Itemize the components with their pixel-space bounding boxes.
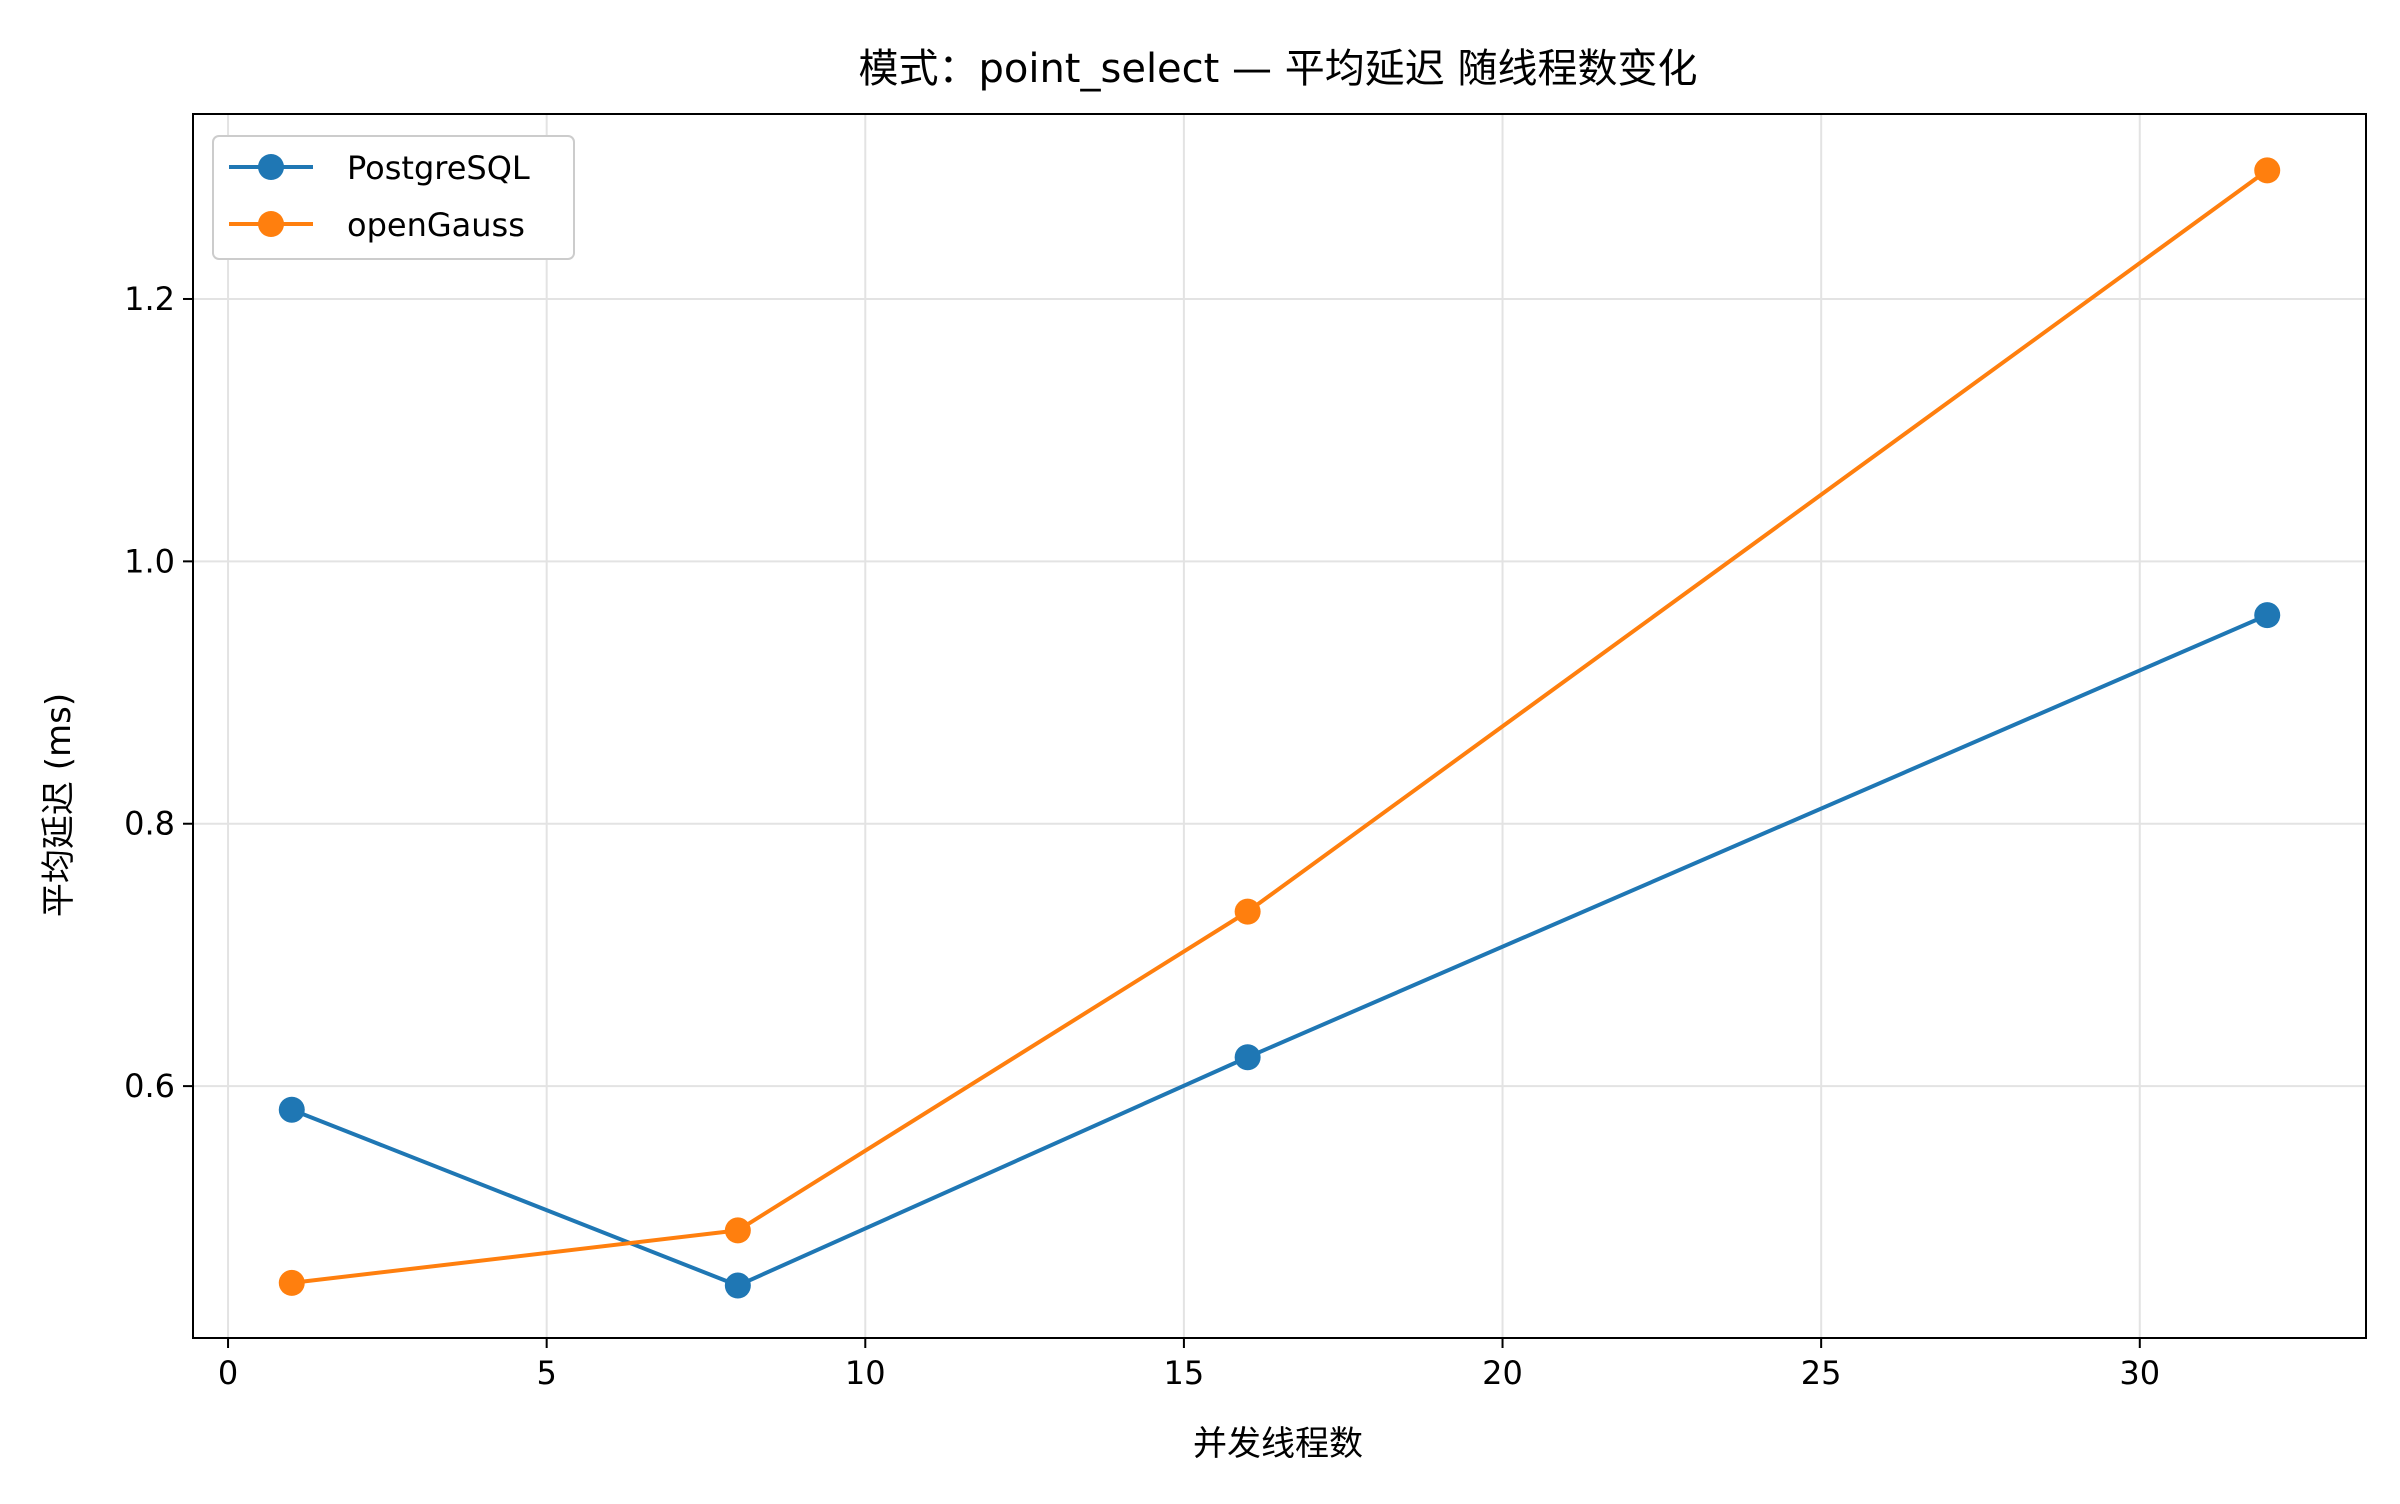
grid bbox=[193, 114, 2366, 1338]
data-point-postgresql-2 bbox=[1234, 1044, 1261, 1071]
x-tick-label-2: 10 bbox=[845, 1354, 886, 1392]
legend-label: openGauss bbox=[347, 206, 525, 244]
series-postgresql bbox=[278, 602, 2281, 1299]
axes: 0 5 10 15 20 25 30 0.6 0.8 1.0 1.2 bbox=[124, 113, 2367, 1392]
data-point-opengauss-1 bbox=[724, 1217, 751, 1244]
x-tick-label-1: 5 bbox=[536, 1354, 556, 1392]
y-tick-label-1: 0.8 bbox=[124, 805, 175, 843]
legend: PostgreSQL openGauss bbox=[212, 135, 575, 260]
x-tick-label-3: 15 bbox=[1164, 1354, 1205, 1392]
legend-swatch-marker bbox=[258, 211, 284, 237]
plot-frame bbox=[192, 113, 2367, 1339]
data-point-opengauss-2 bbox=[1234, 898, 1261, 925]
data-point-postgresql-3 bbox=[2254, 602, 2281, 629]
series-opengauss bbox=[278, 157, 2281, 1296]
data-point-opengauss-3 bbox=[2254, 157, 2281, 184]
y-tick-label-3: 1.2 bbox=[124, 280, 175, 318]
series-line-postgresql bbox=[289, 613, 2270, 1288]
series-layer bbox=[278, 157, 2281, 1299]
legend-item-opengauss: openGauss bbox=[229, 206, 525, 244]
data-point-postgresql-0 bbox=[278, 1096, 305, 1123]
x-tick-label-6: 30 bbox=[2119, 1354, 2160, 1392]
x-tick-label-5: 25 bbox=[1801, 1354, 1842, 1392]
data-point-postgresql-1 bbox=[724, 1272, 751, 1299]
legend-item-postgresql: PostgreSQL bbox=[229, 149, 530, 187]
y-tick-label-2: 1.0 bbox=[124, 542, 175, 580]
series-line-opengauss bbox=[289, 168, 2270, 1285]
x-tick-label-4: 20 bbox=[1482, 1354, 1523, 1392]
chart-title: 模式：point_select — 平均延迟 随线程数变化 bbox=[858, 46, 1697, 92]
data-point-opengauss-0 bbox=[278, 1269, 305, 1296]
x-tick-label-0: 0 bbox=[218, 1354, 238, 1392]
legend-label: PostgreSQL bbox=[347, 149, 530, 187]
y-axis-label: 平均延迟 (ms) bbox=[39, 693, 79, 917]
y-tick-label-0: 0.6 bbox=[124, 1067, 175, 1105]
x-axis-label: 并发线程数 bbox=[1193, 1424, 1363, 1464]
legend-swatch-marker bbox=[258, 154, 284, 180]
